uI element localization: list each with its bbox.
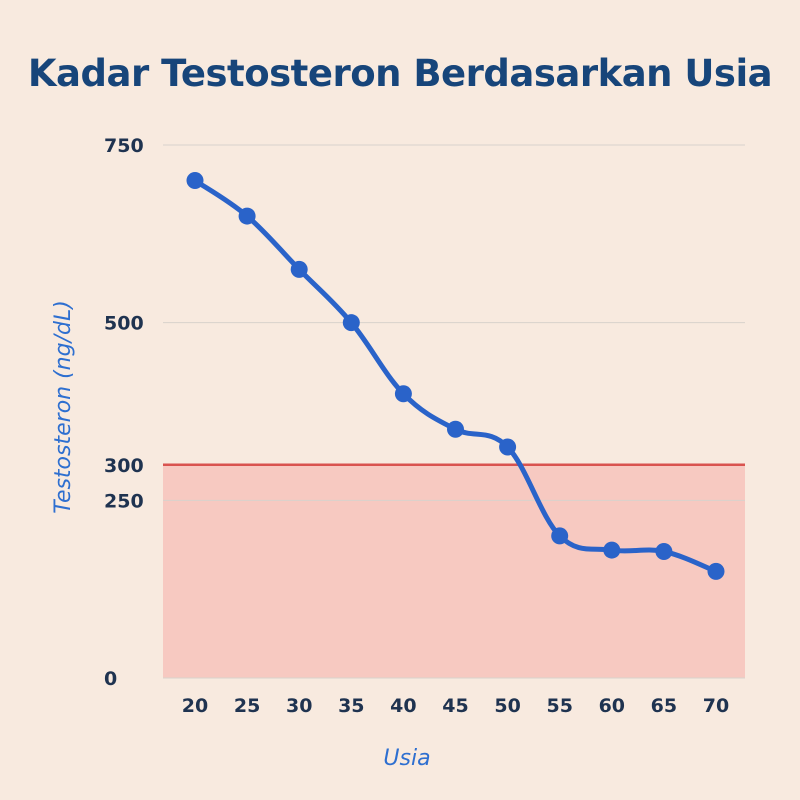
x-tick-label: 30 — [286, 695, 312, 717]
data-point — [499, 438, 517, 456]
data-point — [707, 562, 725, 580]
data-point — [551, 527, 569, 545]
threshold-zone — [163, 464, 745, 678]
y-tick-label: 300 — [104, 455, 144, 477]
data-point — [186, 172, 204, 190]
y-tick-label: 250 — [104, 490, 144, 512]
data-point — [394, 385, 412, 403]
y-axis-label: Testosteron (ng/dL) — [51, 300, 76, 514]
chart-title: Kadar Testosteron Berdasarkan Usia — [27, 52, 773, 95]
x-tick-label: 50 — [494, 695, 520, 717]
x-tick-label: 45 — [442, 695, 468, 717]
x-tick-label: 65 — [651, 695, 677, 717]
x-axis-label: Usia — [383, 746, 430, 771]
y-tick-label: 0 — [104, 668, 117, 690]
x-tick-label: 40 — [390, 695, 416, 717]
y-tick-label: 750 — [104, 135, 144, 157]
y-tick-label: 500 — [104, 313, 144, 335]
x-tick-label: 20 — [182, 695, 208, 717]
data-point — [603, 541, 621, 559]
data-point — [238, 207, 256, 225]
x-tick-label: 70 — [703, 695, 729, 717]
x-tick-label: 25 — [234, 695, 260, 717]
x-tick-label: 60 — [599, 695, 625, 717]
data-point — [447, 420, 464, 438]
x-tick-label: 55 — [546, 695, 572, 717]
data-point — [342, 314, 360, 332]
data-point — [655, 543, 673, 561]
data-point — [290, 260, 308, 278]
x-tick-label: 35 — [338, 695, 364, 717]
